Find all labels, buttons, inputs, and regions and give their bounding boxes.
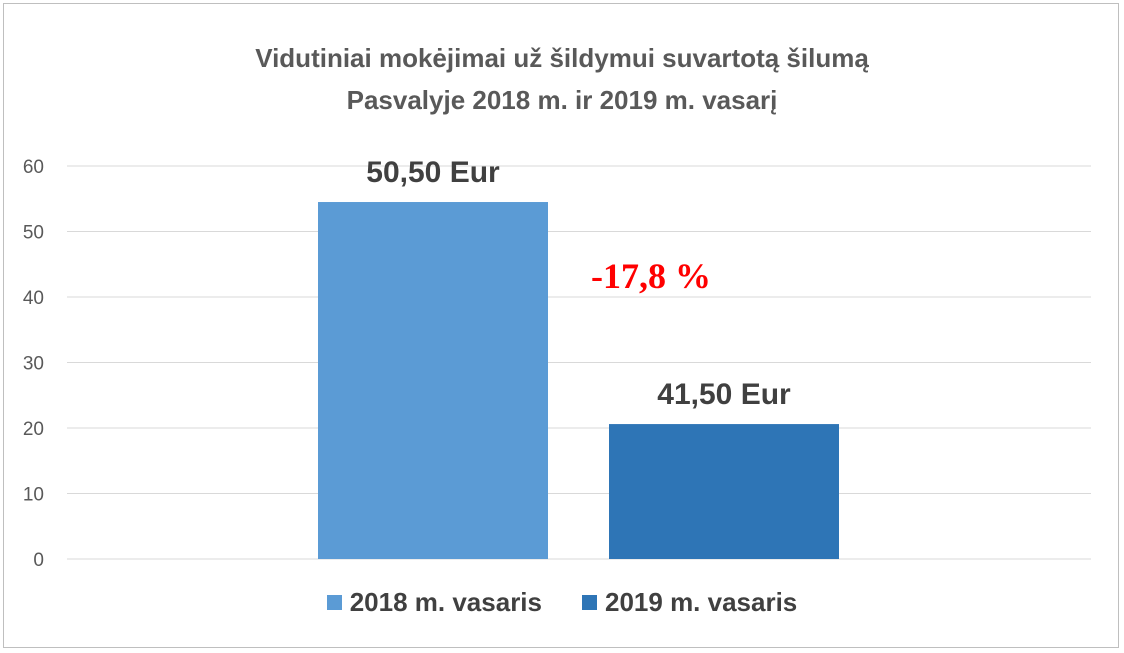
data-label-2018: 50,50 Eur <box>366 156 500 189</box>
legend-label-2019: 2019 m. vasaris <box>605 587 798 617</box>
change-annotation: -17,8 % <box>591 256 711 296</box>
y-tick-label-10: 10 <box>23 485 44 506</box>
chart-title-line-2: Pasvalyje 2018 m. ir 2019 m. vasarį <box>346 85 778 115</box>
y-tick-label-0: 0 <box>33 550 44 571</box>
chart-title-line-1: Vidutiniai mokėjimai už šildymui suvarto… <box>255 43 869 73</box>
legend-swatch-2019 <box>582 595 597 610</box>
chart-legend: 2018 m. vasaris 2019 m. vasaris <box>0 587 1124 618</box>
legend-item-2018: 2018 m. vasaris <box>326 587 542 618</box>
bar-2018 <box>318 202 548 559</box>
y-tick-label-30: 30 <box>23 354 44 375</box>
y-tick-label-40: 40 <box>23 288 44 309</box>
chart-frame <box>3 3 1119 648</box>
legend-item-2019: 2019 m. vasaris <box>582 587 797 618</box>
y-tick-label-50: 50 <box>23 223 44 244</box>
y-tick-label-20: 20 <box>23 419 44 440</box>
bar-2019 <box>609 424 839 559</box>
data-label-2019: 41,50 Eur <box>657 378 791 411</box>
y-tick-label-60: 60 <box>23 157 44 178</box>
legend-swatch-2018 <box>326 595 342 610</box>
legend-label-2018: 2018 m. vasaris <box>349 587 542 617</box>
